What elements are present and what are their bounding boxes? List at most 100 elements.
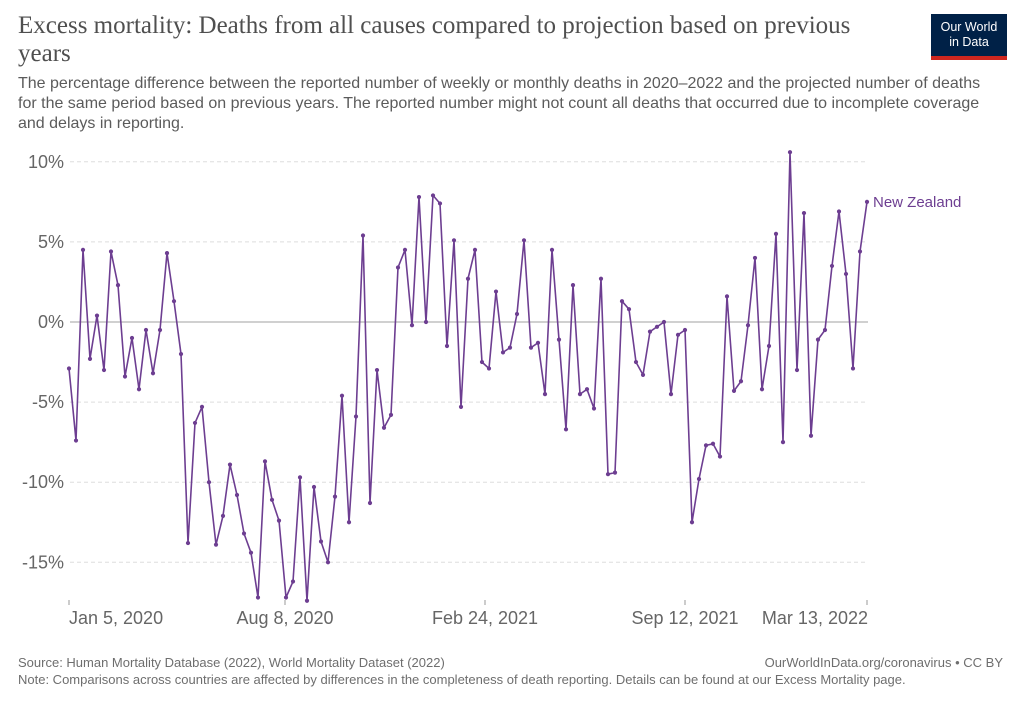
data-point [801, 210, 807, 216]
source-text: Source: Human Mortality Database (2022),… [18, 655, 445, 670]
data-point [423, 319, 429, 325]
data-point [192, 420, 198, 426]
data-point [822, 327, 828, 333]
x-tick-label: Aug 8, 2020 [236, 608, 333, 628]
data-point [542, 391, 548, 397]
data-point [136, 387, 142, 392]
data-point [570, 283, 576, 288]
data-point [808, 433, 814, 438]
data-point [220, 513, 226, 518]
data-point [388, 412, 394, 418]
y-tick-label: -5% [32, 392, 64, 412]
data-point [738, 379, 744, 384]
data-point [787, 150, 793, 155]
data-point [395, 265, 401, 270]
data-point [626, 307, 632, 312]
data-point [591, 406, 597, 411]
logo-line-1: Our World [940, 20, 998, 34]
data-point [199, 404, 205, 410]
data-point [241, 531, 247, 536]
data-point [486, 366, 492, 371]
data-point [766, 343, 772, 349]
data-point [297, 475, 303, 480]
data-point [234, 492, 240, 498]
owid-logo[interactable]: Our World in Data [931, 14, 1007, 60]
data-point [381, 425, 387, 430]
x-tick-label: Jan 5, 2020 [69, 608, 163, 628]
data-point [185, 540, 191, 546]
data-point [472, 247, 478, 253]
chart-title: Excess mortality: Deaths from all causes… [18, 12, 851, 67]
data-point [780, 440, 786, 445]
data-point [493, 289, 499, 294]
data-point [66, 366, 72, 371]
data-point [850, 366, 856, 371]
data-point [332, 494, 338, 499]
x-tick-label: Mar 13, 2022 [762, 608, 868, 628]
data-point [514, 311, 520, 317]
data-point [115, 283, 121, 288]
data-point [724, 294, 730, 299]
data-point [829, 263, 835, 269]
data-point [598, 276, 604, 281]
data-point [759, 387, 765, 392]
data-point [535, 340, 541, 345]
data-point [227, 462, 233, 467]
data-point [640, 372, 646, 377]
data-point [857, 249, 863, 254]
data-point [633, 359, 639, 365]
data-point [360, 233, 366, 238]
data-point [549, 247, 555, 253]
x-tick-label: Sep 12, 2021 [631, 608, 738, 628]
data-point [682, 327, 688, 333]
data-point [318, 539, 324, 544]
data-point [129, 335, 135, 341]
data-point [339, 393, 345, 398]
data-point [353, 414, 359, 419]
y-tick-label: -15% [22, 552, 64, 572]
y-tick-label: 10% [28, 152, 64, 172]
series-line [68, 151, 868, 602]
data-point [143, 327, 149, 333]
data-point [654, 324, 660, 329]
data-point [731, 388, 737, 393]
data-point [605, 472, 611, 477]
data-point [458, 404, 464, 410]
data-point [108, 249, 114, 254]
logo-line-2: in Data [949, 35, 989, 49]
data-point [612, 470, 618, 475]
data-point [416, 194, 422, 200]
data-point [80, 247, 86, 253]
data-point [815, 337, 821, 342]
data-point [745, 323, 751, 328]
data-point [290, 579, 296, 584]
data-point [500, 350, 506, 355]
data-point [437, 201, 443, 206]
data-point [717, 454, 723, 459]
data-point [864, 199, 870, 204]
data-point [689, 520, 695, 525]
data-point [255, 595, 261, 600]
data-point [752, 255, 758, 261]
data-point [430, 193, 436, 198]
series-layer: New Zealand [66, 150, 961, 603]
data-point [101, 367, 107, 373]
data-point [248, 550, 254, 555]
data-point [444, 343, 450, 349]
site-link[interactable]: OurWorldInData.org/coronavirus • CC BY [764, 655, 1003, 670]
data-point [304, 598, 310, 603]
data-point [213, 542, 219, 547]
data-point [367, 500, 373, 506]
data-point [269, 497, 275, 502]
data-point [311, 484, 317, 490]
grid-layer [70, 161, 868, 563]
data-point [696, 476, 702, 482]
data-point [556, 337, 562, 342]
data-point [178, 351, 184, 357]
data-point [465, 276, 471, 281]
data-point [563, 427, 569, 432]
y-tick-label: 0% [38, 312, 64, 332]
data-point [283, 595, 289, 600]
x-tick-label: Feb 24, 2021 [432, 608, 538, 628]
